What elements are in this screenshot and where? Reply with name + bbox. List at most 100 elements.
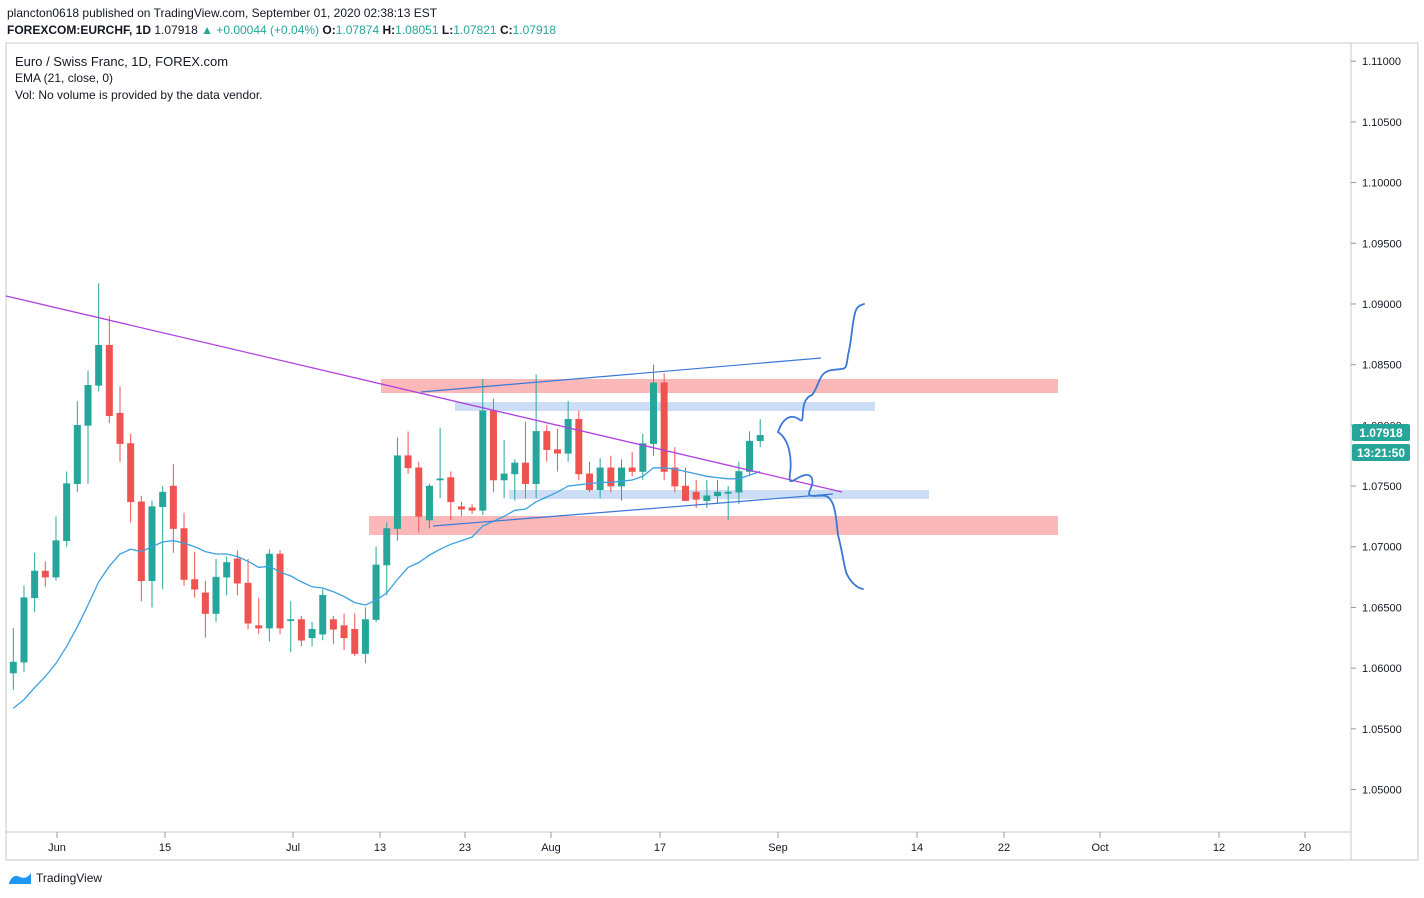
candle[interactable]: [180, 512, 188, 586]
candle[interactable]: [596, 458, 604, 499]
candle[interactable]: [223, 556, 231, 596]
candle[interactable]: [607, 455, 615, 493]
candle[interactable]: [73, 401, 81, 493]
candle[interactable]: [127, 433, 135, 523]
candle-body: [671, 467, 679, 487]
candle-body: [415, 467, 423, 517]
candle[interactable]: [617, 459, 625, 501]
candle[interactable]: [265, 549, 273, 642]
candle-body: [500, 473, 508, 481]
time-tick-label: 14: [911, 842, 923, 854]
candle[interactable]: [201, 580, 209, 638]
candle[interactable]: [585, 461, 593, 493]
candle[interactable]: [233, 550, 241, 596]
last-price-tag[interactable]: 1.07918 13:21:50: [1352, 424, 1410, 461]
symbol[interactable]: FOREXCOM:EURCHF, 1D: [7, 23, 152, 37]
candle[interactable]: [404, 431, 412, 474]
candle[interactable]: [415, 461, 423, 533]
legend-volume[interactable]: Vol: No volume is provided by the data v…: [15, 88, 263, 102]
candle[interactable]: [575, 410, 583, 480]
candle[interactable]: [297, 615, 305, 647]
candle[interactable]: [287, 601, 295, 653]
candle[interactable]: [383, 522, 391, 596]
candle[interactable]: [116, 386, 124, 462]
candle[interactable]: [148, 500, 156, 608]
candle[interactable]: [105, 316, 113, 423]
candle[interactable]: [63, 471, 71, 547]
candle[interactable]: [9, 628, 17, 690]
candle[interactable]: [628, 452, 636, 477]
candle[interactable]: [447, 471, 455, 521]
candle[interactable]: [639, 433, 647, 480]
candle[interactable]: [31, 552, 39, 613]
candle[interactable]: [543, 425, 551, 462]
candle-body: [212, 576, 220, 614]
candle[interactable]: [84, 370, 92, 484]
footer-brand[interactable]: TradingView: [8, 871, 102, 885]
candle[interactable]: [361, 607, 369, 664]
legend-title[interactable]: Euro / Swiss Franc, 1D, FOREX.com: [15, 54, 229, 69]
candle[interactable]: [649, 364, 657, 456]
candle[interactable]: [255, 597, 263, 635]
candle-body: [361, 619, 369, 654]
ema-line[interactable]: [12, 467, 761, 709]
candle[interactable]: [692, 479, 700, 508]
legend-ema[interactable]: EMA (21, close, 0): [15, 71, 114, 85]
candle[interactable]: [511, 459, 519, 501]
candle[interactable]: [682, 467, 690, 501]
candle[interactable]: [521, 421, 529, 499]
candle[interactable]: [159, 486, 167, 590]
candle-body: [351, 628, 359, 654]
candle[interactable]: [393, 437, 401, 541]
candle[interactable]: [425, 483, 433, 529]
candle[interactable]: [308, 622, 316, 647]
candle[interactable]: [276, 550, 284, 635]
published-line: plancton0618 published on TradingView.co…: [7, 6, 438, 20]
price-tick-label: 1.07500: [1362, 481, 1402, 493]
candle[interactable]: [714, 479, 722, 504]
lower-channel-line[interactable]: [432, 493, 834, 527]
candle[interactable]: [436, 427, 444, 499]
candle-body: [746, 440, 754, 472]
candle[interactable]: [52, 516, 60, 581]
descending-trendline[interactable]: [5, 295, 843, 493]
candle[interactable]: [724, 486, 732, 521]
bearish-projection-path[interactable]: [777, 431, 864, 590]
bullish-projection-path[interactable]: [777, 303, 865, 433]
upper-channel-line[interactable]: [420, 357, 822, 393]
candle[interactable]: [468, 504, 476, 514]
candle[interactable]: [191, 551, 199, 598]
candle[interactable]: [351, 613, 359, 656]
candle[interactable]: [756, 419, 764, 448]
candle[interactable]: [319, 589, 327, 641]
candle[interactable]: [479, 379, 487, 516]
time-tick-label: Oct: [1091, 842, 1108, 854]
support-zone[interactable]: [369, 516, 1058, 535]
candle[interactable]: [244, 558, 252, 630]
candle-body: [9, 661, 17, 674]
candle[interactable]: [735, 461, 743, 505]
candle[interactable]: [532, 374, 540, 499]
candle[interactable]: [20, 585, 28, 672]
candle[interactable]: [212, 558, 220, 623]
candle[interactable]: [340, 613, 348, 650]
candle[interactable]: [553, 429, 561, 472]
candle[interactable]: [703, 479, 711, 508]
candle[interactable]: [564, 401, 572, 462]
time-axis[interactable]: Jun 15 Jul 13 23 Aug 17 Sep 14 22 Oct 12 20: [48, 832, 1311, 854]
candle[interactable]: [500, 439, 508, 499]
candle[interactable]: [329, 615, 337, 644]
candle[interactable]: [660, 373, 668, 480]
candle[interactable]: [489, 398, 497, 493]
candle[interactable]: [95, 283, 103, 392]
candle[interactable]: [169, 464, 177, 553]
candle-body: [532, 431, 540, 484]
candle[interactable]: [137, 495, 145, 602]
candle[interactable]: [746, 431, 754, 477]
resistance-zone[interactable]: [381, 379, 1058, 393]
candle[interactable]: [457, 501, 465, 517]
plot-area[interactable]: [5, 42, 1352, 833]
candle[interactable]: [41, 561, 49, 587]
candle[interactable]: [372, 546, 380, 623]
